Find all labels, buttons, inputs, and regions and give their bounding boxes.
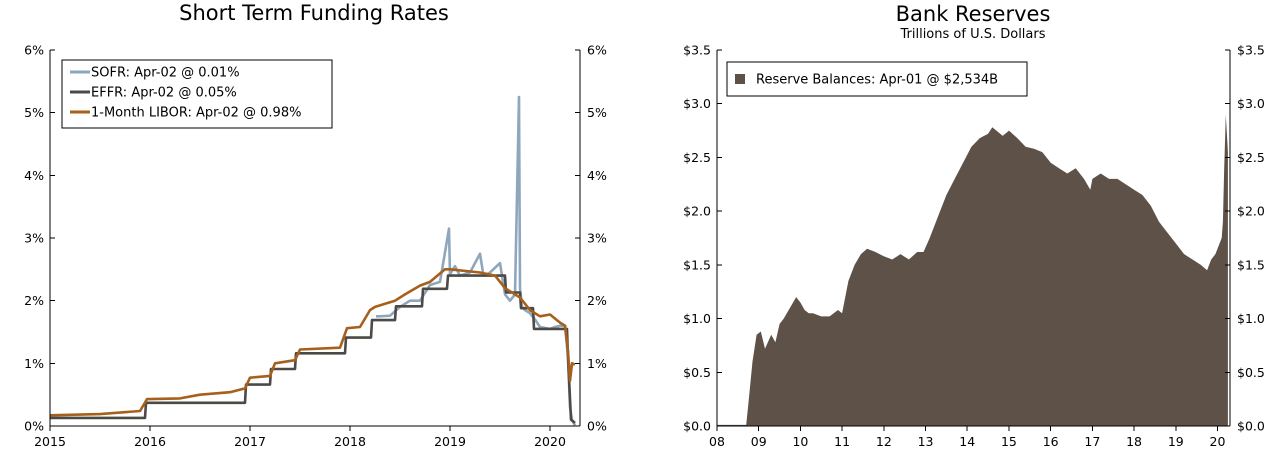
x-tick-label: 08 — [709, 434, 725, 449]
x-tick-label: 2019 — [434, 434, 466, 449]
x-tick-label: 10 — [792, 434, 808, 449]
y-tick-label-left: $0.0 — [683, 419, 711, 434]
legend-label: 1-Month LIBOR: Apr-02 @ 0.98% — [91, 106, 301, 121]
series-line-1-month-libor — [49, 268, 576, 417]
short-term-funding-rates-chart: Short Term Funding Rates 0% 0% 1% 1% 2% 2% 3% 3… — [24, 1, 607, 449]
chart-title: Short Term Funding Rates — [179, 1, 449, 25]
x-tick-label: 12 — [876, 434, 892, 449]
x-tick-label: 15 — [1001, 434, 1017, 449]
y-tick-label-left: $3.0 — [683, 96, 711, 111]
y-tick-label-left: 3% — [24, 231, 44, 246]
x-tick-label: 2018 — [334, 434, 366, 449]
y-tick-label-right: 2% — [587, 293, 607, 308]
y-tick-label-left: 1% — [24, 356, 44, 371]
x-tick-label: 11 — [834, 434, 850, 449]
y-tick-label-right: 3% — [587, 231, 607, 246]
y-tick-label-right: 6% — [587, 43, 607, 58]
x-tick-label: 14 — [959, 434, 975, 449]
series-line-effr — [50, 274, 576, 424]
y-tick-label-right: $3.0 — [1237, 96, 1265, 111]
x-tick-label: 2017 — [234, 434, 266, 449]
x-tick-label: 2015 — [34, 434, 66, 449]
y-tick-label-left: 0% — [24, 419, 44, 434]
x-tick-label: 17 — [1084, 434, 1100, 449]
y-tick-label-right: $0.5 — [1237, 365, 1265, 380]
bank-reserves-chart: Bank Reserves Trillions of U.S. Dollars … — [683, 2, 1265, 449]
y-tick-label-left: $1.0 — [683, 311, 711, 326]
x-tick-label: 2016 — [134, 434, 166, 449]
y-tick-label-right: $1.0 — [1237, 311, 1265, 326]
y-tick-label-right: $0.0 — [1237, 419, 1265, 434]
y-tick-label-right: 5% — [587, 105, 607, 120]
legend-label: SOFR: Apr-02 @ 0.01% — [91, 66, 240, 81]
y-tick-label-left: $3.5 — [683, 43, 711, 58]
y-tick-label-right: 0% — [587, 419, 607, 434]
legend-label: EFFR: Apr-02 @ 0.05% — [91, 86, 237, 101]
y-tick-label-left: 5% — [24, 105, 44, 120]
x-tick-label: 13 — [918, 434, 934, 449]
x-tick-label: 09 — [751, 434, 767, 449]
y-tick-label-right: $3.5 — [1237, 43, 1265, 58]
y-tick-label-right: $2.5 — [1237, 150, 1265, 165]
y-tick-label-left: $1.5 — [683, 257, 711, 272]
x-tick-label: 2020 — [534, 434, 566, 449]
y-tick-label-right: $1.5 — [1237, 257, 1265, 272]
x-tick-label: 16 — [1043, 434, 1059, 449]
y-tick-label-left: 2% — [24, 293, 44, 308]
legend-box — [726, 61, 1028, 97]
x-tick-label: 19 — [1168, 434, 1184, 449]
legend-swatch — [735, 74, 745, 84]
y-tick-label-left: $0.5 — [683, 365, 711, 380]
series-area-reserve-balances — [717, 114, 1228, 426]
y-tick-label-left: 4% — [24, 168, 44, 183]
y-tick-label-right: 4% — [587, 168, 607, 183]
y-tick-label-right: $2.0 — [1237, 204, 1265, 219]
y-tick-label-left: $2.5 — [683, 150, 711, 165]
x-tick-label: 18 — [1126, 434, 1142, 449]
series-line-sofr — [376, 95, 577, 427]
chart-subtitle: Trillions of U.S. Dollars — [899, 27, 1045, 42]
y-tick-label-left: 6% — [24, 43, 44, 58]
legend-box — [61, 59, 333, 129]
y-tick-label-right: 1% — [587, 356, 607, 371]
y-tick-label-left: $2.0 — [683, 204, 711, 219]
legend-label: Reserve Balances: Apr-01 @ $2,534B — [756, 73, 998, 88]
chart-title: Bank Reserves — [896, 2, 1051, 26]
x-tick-label: 20 — [1210, 434, 1226, 449]
